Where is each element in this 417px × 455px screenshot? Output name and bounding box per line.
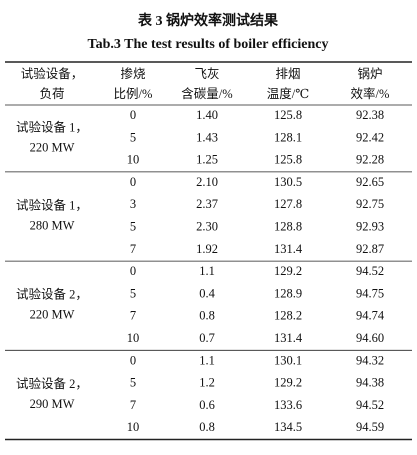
cell: 129.2 [274, 264, 302, 278]
table-title: 表 3 锅炉效率测试结果 [137, 12, 279, 29]
cell: 125.8 [274, 153, 302, 167]
cell: 94.52 [356, 398, 384, 412]
group-label: 220 MW [30, 308, 75, 322]
cell: 129.2 [274, 376, 302, 390]
cell: 1.92 [196, 242, 218, 256]
cell: 5 [130, 376, 136, 390]
cell: 2.30 [196, 220, 218, 234]
cell: 0.8 [199, 309, 215, 323]
header-cell: 飞灰 [194, 67, 219, 81]
cell: 2.37 [196, 197, 218, 211]
cell: 131.4 [274, 331, 303, 345]
cell: 2.10 [196, 175, 218, 189]
cell: 1.2 [199, 376, 215, 390]
cell: 5 [130, 220, 136, 234]
group-label: 220 MW [30, 140, 75, 154]
cell: 7 [130, 242, 136, 256]
cell: 0 [130, 353, 136, 367]
group-label: 试验设备 1， [16, 119, 88, 134]
group-label: 试验设备 2， [16, 376, 88, 391]
cell: 10 [127, 331, 140, 345]
cell: 94.32 [356, 353, 384, 367]
cell: 1.25 [196, 153, 218, 167]
cell: 3 [130, 197, 136, 211]
cell: 130.1 [274, 353, 302, 367]
cell: 0.4 [199, 286, 215, 300]
cell: 7 [130, 309, 136, 323]
cell: 92.42 [356, 130, 384, 144]
group-label: 290 MW [30, 397, 75, 411]
header-cell: 比例/% [114, 87, 153, 101]
cell: 92.38 [356, 108, 384, 122]
cell: 0.8 [199, 420, 215, 434]
cell: 5 [130, 130, 136, 144]
cell: 0 [130, 175, 136, 189]
cell: 128.8 [274, 220, 302, 234]
cell: 92.93 [356, 220, 384, 234]
header-cell: 掺烧 [120, 66, 146, 81]
cell: 94.74 [356, 309, 385, 323]
header-cell: 效率/% [351, 86, 390, 101]
cell: 92.65 [356, 175, 384, 189]
header-cell: 含碳量/% [181, 86, 232, 101]
cell: 0.6 [199, 398, 215, 412]
cell: 94.52 [356, 264, 384, 278]
cell: 1.43 [196, 130, 218, 144]
group-label: 试验设备 1， [16, 197, 88, 212]
cell: 94.59 [356, 420, 384, 434]
cell: 128.2 [274, 309, 302, 323]
cell: 127.8 [274, 197, 302, 211]
cell: 0.7 [199, 331, 215, 345]
cell: 94.38 [356, 376, 384, 390]
header-cell: 温度/℃ [267, 86, 309, 101]
cell: 5 [130, 286, 136, 300]
header-cell: 试验设备， [21, 66, 84, 81]
cell: 128.1 [274, 130, 302, 144]
cell: 0 [130, 108, 136, 122]
group-label: 280 MW [30, 218, 75, 232]
cell: 131.4 [274, 242, 303, 256]
cell: 1.40 [196, 108, 218, 122]
cell: 1.1 [199, 264, 215, 278]
cell: 0 [130, 264, 136, 278]
cell: 92.87 [356, 242, 384, 256]
cell: 134.5 [274, 420, 302, 434]
cell: 130.5 [274, 175, 302, 189]
header-cell: 排烟 [275, 67, 300, 81]
table-subtitle: Tab.3 The test results of boiler efficie… [88, 37, 329, 52]
cell: 125.8 [274, 108, 302, 122]
cell: 7 [130, 398, 136, 412]
header-cell: 负荷 [39, 87, 64, 101]
header-cell: 锅炉 [357, 66, 382, 81]
cell: 128.9 [274, 286, 302, 300]
cell: 92.28 [356, 153, 384, 167]
cell: 133.6 [274, 398, 302, 412]
cell: 94.60 [356, 331, 384, 345]
cell: 10 [127, 153, 140, 167]
cell: 92.75 [356, 197, 384, 211]
cell: 1.1 [199, 353, 215, 367]
group-label: 试验设备 2， [16, 287, 88, 302]
cell: 10 [127, 420, 140, 434]
cell: 94.75 [356, 286, 384, 300]
